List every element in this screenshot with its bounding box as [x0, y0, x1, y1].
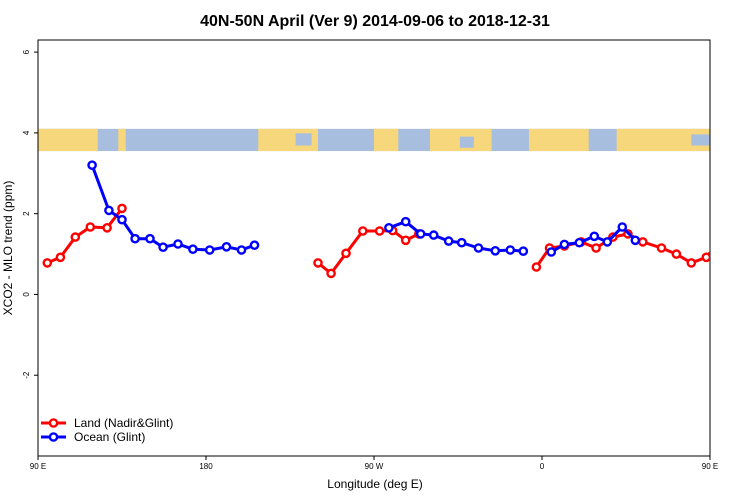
data-point — [221, 241, 232, 252]
data-point — [518, 246, 529, 256]
data-point — [158, 242, 168, 252]
data-point — [720, 233, 727, 240]
data-point — [249, 240, 260, 250]
data-point — [630, 235, 641, 246]
data-point — [117, 214, 127, 225]
y-axis-label: XCO2 - MLO trend (ppm) — [1, 181, 15, 316]
data-point — [400, 235, 411, 246]
data-point — [384, 222, 394, 233]
legend: Land (Nadir&Glint)Ocean (Glint) — [41, 416, 173, 444]
legend-label: Land (Nadir&Glint) — [74, 416, 173, 430]
data-point — [734, 223, 741, 230]
world-map-band — [38, 128, 710, 152]
data-point — [173, 239, 183, 249]
data-point — [428, 230, 439, 240]
data-point — [236, 245, 247, 255]
data-point — [204, 245, 215, 255]
data-point — [341, 248, 351, 259]
data-point — [188, 244, 198, 254]
land-area — [374, 128, 399, 152]
legend-label: Ocean (Glint) — [74, 430, 145, 444]
data-point — [104, 205, 114, 216]
data-point — [505, 245, 516, 255]
data-point — [546, 247, 557, 257]
data-point — [145, 233, 155, 244]
y-tick-label: 2 — [22, 211, 31, 216]
legend-item: Ocean (Glint) — [41, 430, 145, 444]
series-1 — [87, 160, 750, 257]
legend-item: Land (Nadir&Glint) — [41, 416, 173, 430]
data-point — [415, 229, 426, 239]
data-point — [42, 258, 53, 268]
x-tick-label: 0 — [540, 462, 545, 471]
data-point — [130, 233, 140, 244]
data-point — [326, 268, 336, 279]
y-tick-label: 0 — [22, 292, 31, 297]
data-point — [374, 226, 385, 236]
land-area — [528, 128, 589, 152]
ocean-area — [295, 133, 312, 146]
data-point — [701, 252, 710, 263]
data-point — [531, 262, 542, 272]
data-point — [602, 237, 613, 247]
data-point — [473, 243, 484, 253]
data-point — [357, 226, 368, 236]
legend-marker — [48, 418, 59, 428]
data-point — [734, 162, 741, 169]
land-area — [616, 128, 710, 152]
data-point — [656, 243, 667, 253]
ocean-area — [691, 134, 710, 146]
y-tick-label: -2 — [22, 371, 31, 379]
data-point — [117, 203, 127, 214]
data-point — [443, 236, 454, 246]
data-point — [638, 237, 648, 247]
data-point — [559, 239, 570, 250]
x-tick-label: 90 E — [702, 462, 718, 471]
y-tick-label: 4 — [22, 130, 31, 135]
data-point — [55, 252, 66, 263]
data-point — [671, 249, 682, 259]
land-area — [118, 128, 126, 152]
land-area — [38, 128, 98, 152]
x-tick-label: 90 E — [30, 462, 46, 471]
y-axis: -2 0 2 4 6 — [22, 49, 38, 379]
series-layer — [42, 160, 750, 279]
plot-frame — [37, 39, 711, 457]
data-point — [87, 160, 97, 170]
chart-title: 40N-50N April (Ver 9) 2014-09-06 to 2018… — [200, 13, 550, 30]
series-line — [388, 220, 524, 253]
y-tick-label: 6 — [22, 49, 31, 54]
data-point — [490, 245, 501, 256]
ocean-area — [598, 131, 610, 145]
x-tick-label: 180 — [199, 462, 213, 471]
data-point — [313, 258, 323, 268]
data-point — [574, 237, 585, 248]
series-0 — [42, 203, 741, 279]
x-tick-label: 90 W — [365, 462, 384, 471]
data-point — [85, 222, 96, 232]
data-point — [102, 222, 112, 233]
x-axis-label: Longitude (deg E) — [327, 477, 422, 491]
data-point — [456, 237, 467, 248]
data-point — [400, 216, 411, 227]
data-point — [591, 243, 601, 253]
data-point — [686, 258, 697, 268]
series-line — [90, 164, 256, 252]
series-line — [738, 165, 750, 250]
ocean-area — [459, 136, 474, 148]
legend-marker — [48, 432, 59, 442]
data-point — [617, 222, 628, 232]
data-point — [589, 231, 600, 242]
data-point — [70, 232, 81, 242]
